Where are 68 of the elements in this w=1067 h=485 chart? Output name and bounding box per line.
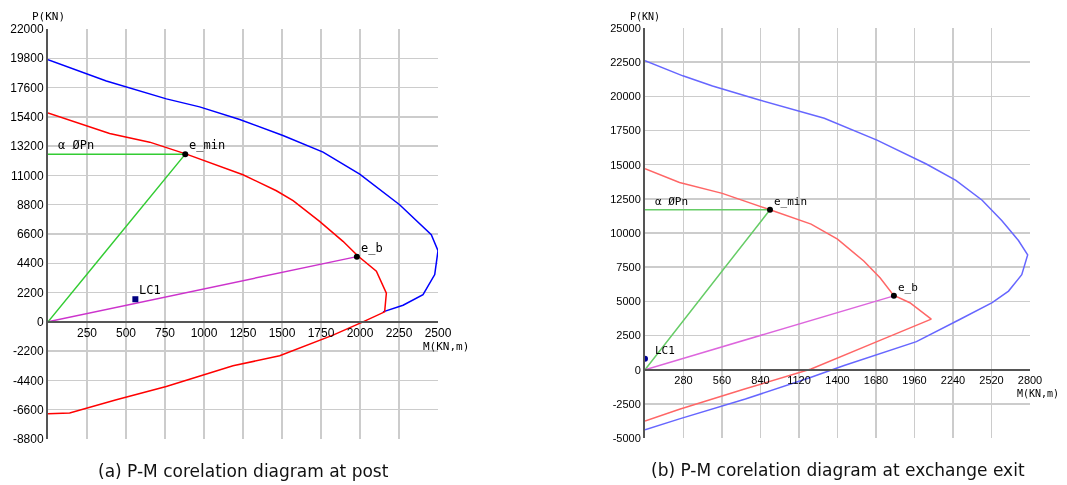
y-tick-label: 0 xyxy=(634,363,641,376)
y-tick-label: 8800 xyxy=(16,197,44,212)
x-tick-label: 2520 xyxy=(979,373,1004,386)
x-tick-label: 1960 xyxy=(902,373,927,386)
y-tick-label: 10000 xyxy=(610,226,641,239)
y-tick-label: -2200 xyxy=(12,344,44,359)
y-tick-label: 12500 xyxy=(610,192,641,205)
annotation: α ØPn xyxy=(655,195,689,208)
y-tick-label: 19800 xyxy=(10,51,44,66)
line-series xyxy=(48,112,388,415)
y-tick-label: 22000 xyxy=(10,22,44,37)
y-tick-label: 11000 xyxy=(11,168,44,183)
y-tick-label: 13200 xyxy=(10,139,44,154)
x-tick-label: 840 xyxy=(751,373,770,386)
point xyxy=(890,292,897,299)
point xyxy=(182,151,189,158)
y-tick-label: 17500 xyxy=(610,124,641,137)
y-tick-label: -8800 xyxy=(12,432,44,447)
annotation: LC1 xyxy=(139,283,161,297)
x-tick-label: 1750 xyxy=(307,326,335,341)
point xyxy=(353,253,360,260)
y-axis-title: P(KN) xyxy=(630,11,661,22)
y-tick-label: 6600 xyxy=(16,227,44,242)
annotation: e_min xyxy=(189,138,226,152)
y-tick-label: 0 xyxy=(36,315,44,330)
y-tick-label: 15000 xyxy=(610,158,641,171)
y-tick-label: -4400 xyxy=(12,373,44,388)
x-tick-label: 750 xyxy=(154,326,176,341)
x-tick-label: 2000 xyxy=(346,326,374,341)
x-axis-title: M(KN,m) xyxy=(423,340,470,353)
x-tick-label: 2500 xyxy=(424,326,452,341)
annotation: e_b xyxy=(898,281,918,294)
x-tick-label: 280 xyxy=(674,373,693,386)
y-tick-label: 4400 xyxy=(16,256,44,271)
x-tick-label: 500 xyxy=(115,326,137,341)
y-tick-label: 2200 xyxy=(16,285,44,300)
point xyxy=(766,206,773,213)
text: (a) P-M corelation diagram at post xyxy=(98,461,389,481)
y-tick-label: 20000 xyxy=(610,90,641,103)
annotation: e_min xyxy=(774,195,808,208)
y-tick-label: -6600 xyxy=(12,402,44,417)
x-tick-label: 1000 xyxy=(190,326,218,341)
y-tick-label: 5000 xyxy=(616,295,641,308)
line-series xyxy=(645,168,933,422)
y-tick-label: 7500 xyxy=(616,261,641,274)
text: (b) P-M corelation diagram at exchange exit xyxy=(651,460,1025,480)
x-tick-label: 1680 xyxy=(863,373,889,386)
y-tick-label: 17600 xyxy=(10,80,44,95)
y-tick-label: -2500 xyxy=(612,397,641,410)
annotation: e_b xyxy=(361,241,383,255)
y-tick-label: 15400 xyxy=(10,110,44,125)
y-axis-title: P(KN) xyxy=(32,10,66,23)
point xyxy=(132,296,139,303)
y-tick-label: -5000 xyxy=(612,431,641,444)
line-series xyxy=(48,58,438,313)
x-axis-title: M(KN,m) xyxy=(1017,388,1060,399)
x-tick-label: 2250 xyxy=(385,326,413,341)
y-tick-label: 25000 xyxy=(610,21,641,34)
annotation: LC1 xyxy=(655,344,675,357)
x-tick-label: 560 xyxy=(712,373,732,386)
annotation: α ØPn xyxy=(58,138,95,152)
x-tick-label: 250 xyxy=(76,326,98,341)
x-tick-label: 1400 xyxy=(825,373,850,386)
x-tick-label: 2240 xyxy=(940,373,966,386)
x-tick-label: 2800 xyxy=(1017,373,1043,386)
x-tick-label: 1250 xyxy=(229,326,257,341)
x-tick-label: 1500 xyxy=(268,326,296,341)
y-tick-label: 22500 xyxy=(610,56,641,69)
